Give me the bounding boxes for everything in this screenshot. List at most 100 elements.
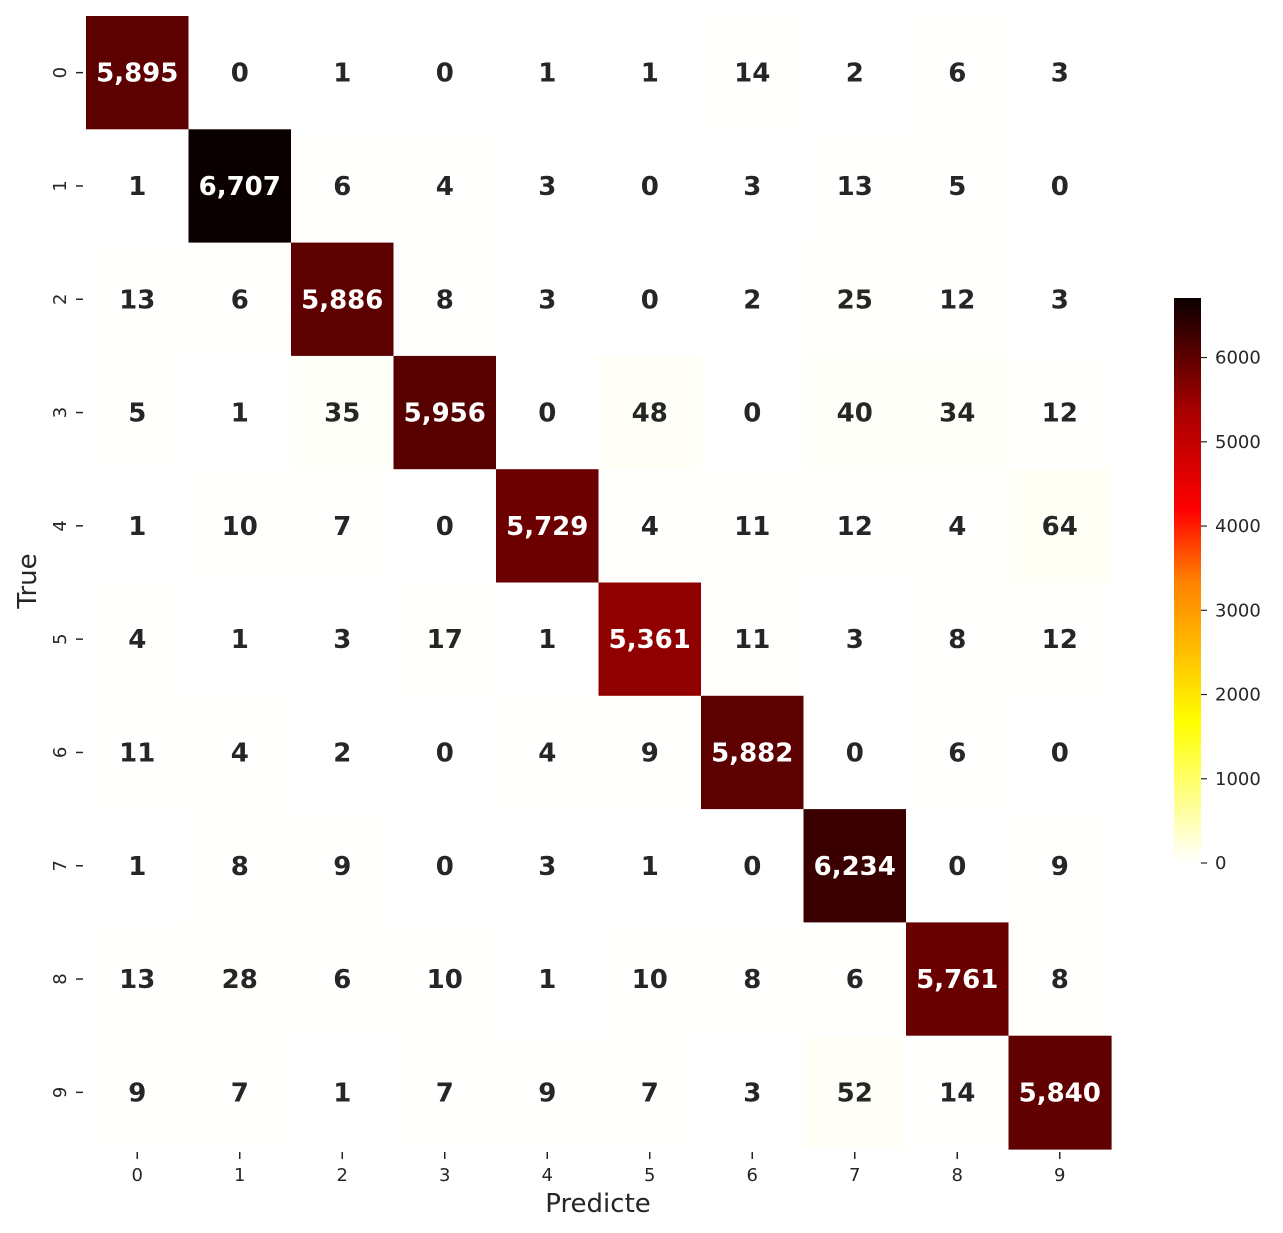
cell-value-label: 0 bbox=[436, 852, 454, 882]
heatmap-cell bbox=[496, 1035, 600, 1150]
cell-value-label: 5,895 bbox=[96, 59, 178, 89]
cell-value-label: 4 bbox=[436, 172, 454, 202]
heatmap-cell bbox=[598, 355, 702, 470]
x-tick-label: 2 bbox=[337, 1165, 348, 1186]
heatmap-cell bbox=[906, 355, 1010, 470]
cell-value-label: 12 bbox=[837, 512, 873, 542]
x-tick-label: 1 bbox=[234, 1165, 245, 1186]
heatmap-cells bbox=[86, 16, 1112, 1150]
cell-value-label: 1 bbox=[538, 965, 556, 995]
heatmap-cell bbox=[803, 129, 907, 244]
cell-value-label: 1 bbox=[538, 59, 556, 89]
heatmap-cell bbox=[906, 129, 1010, 244]
cell-value-label: 0 bbox=[436, 59, 454, 89]
cell-value-label: 9 bbox=[538, 1078, 556, 1108]
heatmap-cell bbox=[701, 242, 805, 357]
cell-value-label: 4 bbox=[641, 512, 659, 542]
y-tick-label: 6 bbox=[50, 747, 71, 758]
x-tick-label: 4 bbox=[542, 1165, 553, 1186]
cell-value-label: 28 bbox=[222, 965, 258, 995]
heatmap-cell bbox=[803, 469, 907, 584]
cell-value-label: 1 bbox=[333, 59, 351, 89]
heatmap-cell bbox=[496, 922, 600, 1037]
heatmap-cell bbox=[1008, 809, 1112, 923]
x-tick-label: 8 bbox=[952, 1165, 963, 1186]
cell-value-label: 4 bbox=[538, 738, 556, 768]
heatmap-cell bbox=[803, 242, 907, 357]
x-axis-label: Predicte bbox=[545, 1189, 651, 1219]
heatmap-cell bbox=[598, 129, 702, 244]
heatmap-cell bbox=[803, 922, 907, 1037]
heatmap-cell bbox=[598, 469, 702, 584]
cell-value-label: 5,882 bbox=[711, 738, 793, 768]
heatmap-cell bbox=[291, 16, 395, 130]
cell-value-label: 5,729 bbox=[506, 512, 588, 542]
heatmap-cell bbox=[1008, 582, 1112, 697]
cell-value-label: 2 bbox=[846, 59, 864, 89]
cell-value-label: 2 bbox=[333, 738, 351, 768]
heatmap-cell bbox=[906, 695, 1010, 810]
cell-value-label: 4 bbox=[231, 738, 249, 768]
heatmap-cell bbox=[803, 16, 907, 130]
x-tick-label: 7 bbox=[849, 1165, 860, 1186]
cell-value-label: 3 bbox=[538, 852, 556, 882]
heatmap-cell bbox=[496, 129, 600, 244]
heatmap-cell bbox=[598, 582, 702, 697]
cell-value-label: 5 bbox=[128, 399, 146, 429]
cell-value-label: 0 bbox=[231, 59, 249, 89]
heatmap-cell bbox=[86, 1035, 190, 1150]
y-axis-label: True bbox=[13, 553, 43, 609]
cell-value-label: 11 bbox=[734, 512, 770, 542]
heatmap-cell bbox=[803, 809, 907, 923]
cell-value-label: 8 bbox=[948, 625, 966, 655]
heatmap-cell bbox=[393, 695, 497, 810]
cell-value-label: 11 bbox=[119, 738, 155, 768]
heatmap-cell bbox=[496, 355, 600, 470]
heatmap-cell bbox=[701, 16, 805, 130]
cell-value-label: 7 bbox=[641, 1078, 659, 1108]
cell-value-label: 14 bbox=[939, 1078, 975, 1108]
cell-value-label: 3 bbox=[1051, 59, 1069, 89]
heatmap-cell bbox=[86, 582, 190, 697]
cell-value-label: 13 bbox=[837, 172, 873, 202]
colorbar-tick-label: 0 bbox=[1215, 853, 1226, 874]
cell-value-label: 13 bbox=[119, 965, 155, 995]
cell-value-label: 0 bbox=[538, 399, 556, 429]
cell-value-label: 3 bbox=[538, 285, 556, 315]
cell-value-label: 48 bbox=[632, 399, 668, 429]
cell-value-label: 6 bbox=[231, 285, 249, 315]
heatmap-cell bbox=[598, 695, 702, 810]
heatmap-cell bbox=[86, 695, 190, 810]
cell-value-label: 1 bbox=[231, 399, 249, 429]
heatmap-cell bbox=[906, 242, 1010, 357]
y-tick-label: 4 bbox=[50, 520, 71, 531]
cell-value-label: 6 bbox=[948, 59, 966, 89]
heatmap-cell bbox=[188, 1035, 292, 1150]
cell-value-label: 1 bbox=[128, 512, 146, 542]
cell-value-label: 34 bbox=[939, 399, 975, 429]
heatmap-cell bbox=[188, 809, 292, 923]
heatmap-cell bbox=[496, 582, 600, 697]
heatmap-cell bbox=[1008, 922, 1112, 1037]
heatmap-cell bbox=[86, 809, 190, 923]
heatmap-cell bbox=[188, 582, 292, 697]
heatmap-cell bbox=[496, 242, 600, 357]
cell-value-label: 0 bbox=[948, 852, 966, 882]
heatmap-cell bbox=[86, 16, 190, 130]
cell-value-label: 3 bbox=[743, 172, 761, 202]
heatmap-cell bbox=[393, 582, 497, 697]
heatmap-cell bbox=[86, 469, 190, 584]
cell-value-label: 0 bbox=[436, 738, 454, 768]
heatmap-cell bbox=[86, 355, 190, 470]
heatmap-cell bbox=[701, 922, 805, 1037]
heatmap-cell bbox=[803, 695, 907, 810]
heatmap-cell bbox=[701, 355, 805, 470]
heatmap-cell bbox=[291, 355, 395, 470]
cell-value-label: 35 bbox=[324, 399, 360, 429]
cell-value-label: 14 bbox=[734, 59, 770, 89]
cell-value-label: 64 bbox=[1042, 512, 1078, 542]
cell-value-label: 5,840 bbox=[1019, 1078, 1101, 1108]
heatmap-cell bbox=[188, 242, 292, 357]
cell-value-label: 3 bbox=[538, 172, 556, 202]
